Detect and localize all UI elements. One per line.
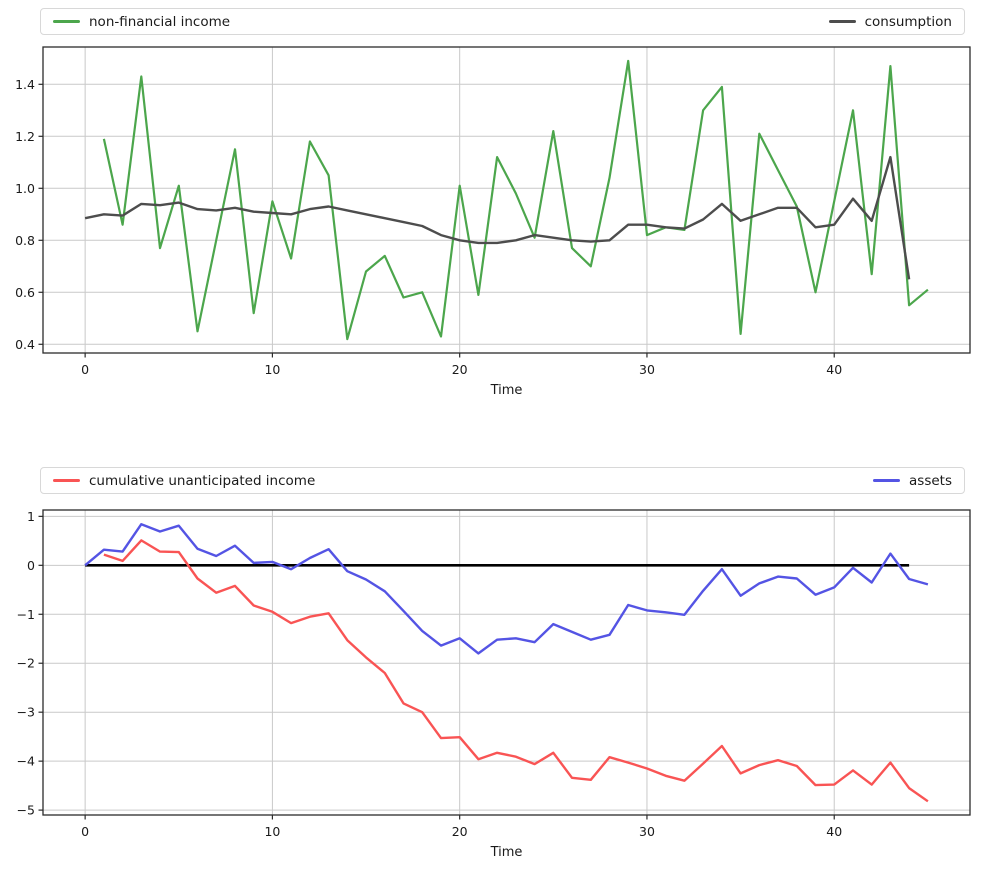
legend-entry-cumulative-unanticipated-income: cumulative unanticipated income <box>53 473 315 489</box>
x-tick-label: 20 <box>452 362 468 377</box>
legend-label-non-financial-income: non-financial income <box>89 13 231 30</box>
series-line-non-financial-income <box>102 59 929 341</box>
y-tick-label: 0 <box>27 558 35 573</box>
blue-line-swatch-icon <box>873 479 901 482</box>
legend-bottom-chart: cumulative unanticipated income assets <box>40 467 965 494</box>
x-tick-label: 30 <box>639 824 655 839</box>
gray-line-swatch-icon <box>828 20 856 23</box>
x-tick-label: 30 <box>639 362 655 377</box>
x-tick-label: 20 <box>452 824 468 839</box>
x-axis-label: Time <box>490 383 523 398</box>
plot-border <box>42 509 971 816</box>
x-tick-label: 40 <box>826 362 842 377</box>
x-axis-label: Time <box>490 845 523 860</box>
y-tick-label: 0.6 <box>15 285 35 300</box>
y-tick-label: 1.2 <box>15 129 35 144</box>
y-tick-label: 1.4 <box>15 77 35 92</box>
y-tick-label: 1.0 <box>15 181 35 196</box>
legend-top-chart: non-financial income consumption <box>40 8 965 35</box>
y-tick-label: −2 <box>17 656 35 671</box>
legend-label-assets: assets <box>909 472 952 489</box>
plot-border <box>42 46 971 354</box>
legend-entry-consumption: consumption <box>828 13 952 30</box>
series-line-cumulative-unanticipated-income <box>103 539 929 803</box>
green-line-swatch-icon <box>53 20 80 23</box>
legend-entry-assets: assets <box>873 473 952 489</box>
legend-label-consumption: consumption <box>864 13 952 30</box>
y-tick-label: 1 <box>27 509 35 524</box>
series-line-consumption <box>84 155 911 280</box>
x-tick-label: 0 <box>81 362 89 377</box>
x-tick-label: 10 <box>264 824 280 839</box>
legend-label-cumulative-unanticipated-income: cumulative unanticipated income <box>89 472 316 489</box>
y-tick-label: 0.4 <box>15 337 35 352</box>
red-line-swatch-icon <box>53 479 80 482</box>
legend-entry-non-financial-income: non-financial income <box>53 14 230 30</box>
x-tick-label: 40 <box>826 824 842 839</box>
y-tick-label: −1 <box>17 607 35 622</box>
y-tick-label: 0.8 <box>15 233 35 248</box>
series-line-assets <box>84 523 929 655</box>
x-tick-label: 0 <box>81 824 89 839</box>
y-tick-label: −5 <box>17 803 35 818</box>
x-tick-label: 10 <box>264 362 280 377</box>
y-tick-label: −4 <box>17 754 35 769</box>
y-tick-label: −3 <box>17 705 35 720</box>
